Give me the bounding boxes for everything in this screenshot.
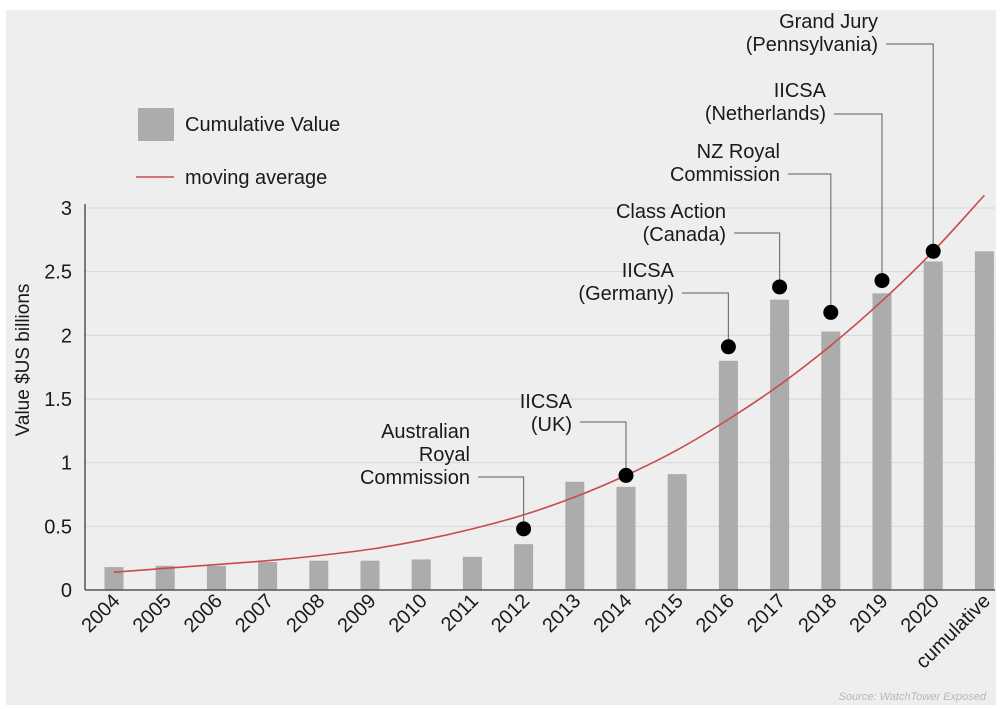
x-tick-label: 2009: [334, 590, 381, 637]
bar: [872, 293, 892, 590]
y-tick-label: 1: [61, 453, 72, 475]
x-tick-label: 2019: [846, 590, 893, 637]
event-label: NZ Royal: [697, 141, 780, 163]
y-tick-label: 0: [61, 580, 72, 602]
bar: [616, 486, 636, 590]
moving-average-curve: [113, 194, 985, 573]
event-label: Commission: [360, 467, 470, 489]
event-dot: [874, 273, 890, 289]
event-leader-line: [682, 292, 730, 347]
x-tick-label: 2014: [590, 590, 637, 637]
event-dot: [618, 467, 634, 483]
legend-label: Cumulative Value: [185, 114, 340, 136]
y-tick-label: 0.5: [44, 516, 72, 538]
event-dot: [720, 339, 736, 355]
event-dot: [925, 243, 941, 259]
event-label: (Germany): [578, 283, 674, 305]
bar: [155, 565, 175, 590]
event-label: Royal: [419, 444, 470, 466]
legend-label: moving average: [185, 167, 327, 189]
bar: [360, 560, 380, 590]
legend: Cumulative Value moving average: [136, 108, 340, 189]
y-tick-label: 2.5: [44, 262, 72, 284]
events: AustralianRoyalCommissionIICSA(UK)IICSA(…: [360, 11, 941, 537]
event-label: Class Action: [616, 201, 726, 223]
event-label: IICSA: [520, 391, 573, 413]
bar: [821, 331, 841, 590]
event-leader-line: [478, 476, 525, 529]
event-label: (Netherlands): [705, 103, 826, 125]
x-tick-label: 2008: [282, 590, 329, 637]
event-label: IICSA: [774, 80, 827, 102]
event-label: (Pennsylvania): [746, 34, 878, 56]
bar: [462, 556, 482, 590]
x-tick-label: 2015: [641, 590, 688, 637]
event-leader-line: [788, 173, 832, 313]
event-label: Grand Jury: [779, 11, 878, 33]
x-tick-label: 2006: [180, 590, 227, 637]
event-label: Commission: [670, 164, 780, 186]
x-tick-label: 2007: [231, 590, 278, 637]
y-axis-label: Value $US billions: [13, 284, 34, 437]
event-dot: [516, 521, 532, 537]
x-tick-label: 2016: [692, 590, 739, 637]
bar: [770, 299, 790, 590]
x-tick-label: 2013: [538, 590, 585, 637]
event-dot: [823, 304, 839, 320]
bar: [718, 360, 738, 590]
event-leader-line: [834, 113, 883, 281]
y-tick-label: 3: [61, 198, 72, 220]
bar: [309, 560, 329, 590]
event-leader-line: [734, 232, 781, 287]
x-tick-label: 2018: [794, 590, 841, 637]
moving-average-line: [113, 194, 985, 573]
event-label: (Canada): [643, 224, 726, 246]
y-tick-label: 2: [61, 325, 72, 347]
bar: [258, 561, 278, 590]
x-tick-label: 2004: [78, 590, 125, 637]
event-label: (UK): [531, 414, 572, 436]
source-note: Source: WatchTower Exposed: [839, 691, 987, 703]
event-label: IICSA: [622, 260, 675, 282]
x-tick-label: 2017: [743, 590, 790, 637]
x-tick-label: 2010: [385, 590, 432, 637]
event-label: Australian: [381, 421, 470, 443]
bars: [104, 251, 994, 590]
event-dot: [772, 279, 788, 295]
bar: [974, 251, 994, 590]
bar: [411, 559, 431, 590]
event-leader-line: [886, 43, 934, 252]
event-leader-line: [580, 421, 627, 476]
bar: [206, 565, 226, 590]
y-tick-label: 1.5: [44, 389, 72, 411]
x-tick-label: 2020: [897, 590, 944, 637]
legend-swatch-bar: [138, 108, 174, 141]
bar: [923, 261, 943, 590]
x-tick-label: 2012: [487, 590, 534, 637]
x-tick-label: 2011: [437, 590, 483, 636]
bar: [514, 544, 534, 590]
x-tick-label: 2005: [129, 590, 176, 637]
bar: [565, 481, 585, 590]
bar: [104, 567, 124, 590]
bar: [667, 474, 687, 590]
